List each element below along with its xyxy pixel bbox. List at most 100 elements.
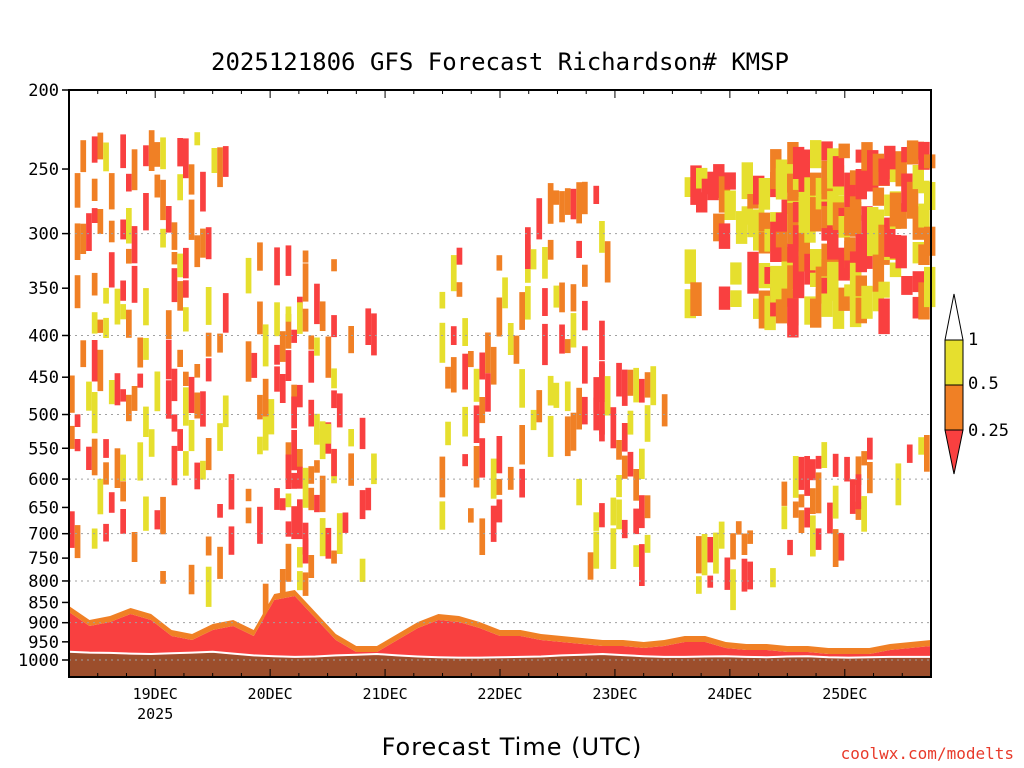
heatmap-cell	[331, 550, 337, 564]
heatmap-cell	[564, 339, 571, 354]
heatmap-cell	[701, 534, 708, 576]
heatmap-cell	[279, 374, 286, 403]
heatmap-cell	[297, 302, 303, 334]
heatmap-cell	[291, 430, 297, 471]
heatmap-cell	[131, 226, 138, 264]
x-axis: 19DEC 2025 20DEC 21DEC 22DEC 23DEC 24DEC 25DEC	[68, 90, 932, 723]
heatmap-cell	[91, 136, 98, 163]
heatmap-cell	[257, 436, 263, 455]
heatmap-cell	[143, 496, 149, 531]
heatmap-cell	[844, 172, 856, 209]
heatmap-cell	[120, 134, 126, 169]
heatmap-cell	[291, 329, 297, 343]
heatmap-cell	[696, 576, 702, 594]
heatmap-cell	[810, 459, 816, 481]
heatmap-cell	[74, 275, 81, 309]
heatmap-cell	[302, 308, 309, 332]
y-tick-label: 250	[28, 160, 59, 180]
y-tick-label: 400	[28, 326, 59, 346]
heatmap-cell	[257, 394, 263, 420]
heatmap-cell	[519, 369, 525, 408]
heatmap-cell	[336, 393, 343, 428]
heatmap-cell	[222, 293, 229, 333]
x-tick-label: 24DEC	[707, 685, 752, 703]
heatmap-cell	[599, 399, 605, 435]
heatmap-cell	[319, 518, 326, 557]
heatmap-cell	[530, 249, 537, 270]
x-axis-title: Forecast Time (UTC)	[381, 733, 643, 761]
heatmap-cell	[285, 245, 292, 276]
y-tick-label: 750	[28, 549, 59, 569]
heatmap-cell	[593, 185, 600, 204]
heatmap-cell	[165, 339, 172, 380]
heatmap-cell	[188, 164, 195, 195]
heatmap-cell	[97, 349, 104, 392]
heatmap-cell	[741, 162, 753, 200]
heatmap-cell	[126, 173, 132, 192]
heatmap-cell	[160, 228, 166, 248]
heatmap-cell	[547, 375, 554, 406]
heatmap-cell	[69, 425, 75, 449]
heatmap-cell	[308, 350, 315, 383]
heatmap-cell	[154, 142, 161, 167]
x-tick-label: 25DEC	[822, 685, 867, 703]
heatmap-cell	[639, 448, 645, 479]
heatmap-cell	[97, 132, 104, 160]
heatmap-cell	[285, 350, 292, 381]
heatmap-cell	[314, 494, 320, 513]
heatmap-cell	[211, 148, 218, 173]
heatmap-cell	[103, 287, 109, 304]
heatmap-cell	[279, 498, 286, 511]
heatmap-cell	[114, 288, 121, 325]
heatmap-cell	[171, 268, 178, 303]
heatmap-cell	[462, 454, 468, 467]
heatmap-cell	[126, 248, 132, 264]
heatmap-cell	[308, 335, 315, 350]
heatmap-cell	[496, 436, 503, 474]
heatmap-cell	[302, 250, 309, 263]
heatmap-cell	[177, 174, 183, 201]
heatmap-cell	[177, 349, 183, 367]
heatmap-cell	[610, 528, 617, 569]
heatmap-cell	[86, 213, 92, 251]
heatmap-cell	[901, 276, 913, 295]
heatmap-cell	[183, 138, 189, 179]
heatmap-cell	[359, 558, 366, 582]
heatmap-cell	[758, 212, 771, 232]
heatmap-cell	[445, 366, 451, 389]
heatmap-cell	[849, 479, 856, 514]
heatmap-cell	[621, 455, 628, 479]
heatmap-cell	[131, 265, 138, 303]
heatmap-cell	[325, 527, 332, 559]
y-tick-label: 700	[28, 525, 59, 545]
heatmap-cell	[787, 202, 799, 245]
heatmap-cell	[103, 142, 109, 172]
heatmap-cell	[507, 466, 514, 490]
heatmap-cell	[519, 468, 525, 498]
source-credit[interactable]: coolwx.com/modelts	[840, 744, 1014, 763]
x-tick-year: 2025	[137, 705, 173, 723]
heatmap-cell	[285, 313, 292, 349]
heatmap-cell	[838, 532, 845, 561]
heatmap-cell	[143, 145, 149, 167]
heatmap-cell	[713, 532, 719, 574]
heatmap-cell	[365, 487, 372, 511]
heatmap-cell	[331, 368, 337, 389]
heatmap-cell	[844, 456, 850, 482]
heatmap-cell	[245, 341, 252, 382]
heatmap-cell	[924, 266, 936, 308]
y-tick-label: 300	[28, 225, 59, 245]
heatmap-cell	[217, 333, 223, 353]
heatmap-cell	[262, 583, 269, 619]
heatmap-cell	[228, 526, 235, 555]
heatmap-cell	[160, 179, 166, 221]
heatmap-cell	[371, 313, 377, 356]
heatmap-cell	[205, 536, 212, 556]
heatmap-cell	[359, 490, 366, 520]
heatmap-cell	[621, 423, 628, 452]
heatmap-cell	[798, 227, 810, 266]
heatmap-cell	[69, 375, 75, 413]
heatmap-cell	[599, 320, 605, 361]
x-tick-label: 23DEC	[592, 685, 637, 703]
heatmap-cell	[855, 456, 862, 485]
